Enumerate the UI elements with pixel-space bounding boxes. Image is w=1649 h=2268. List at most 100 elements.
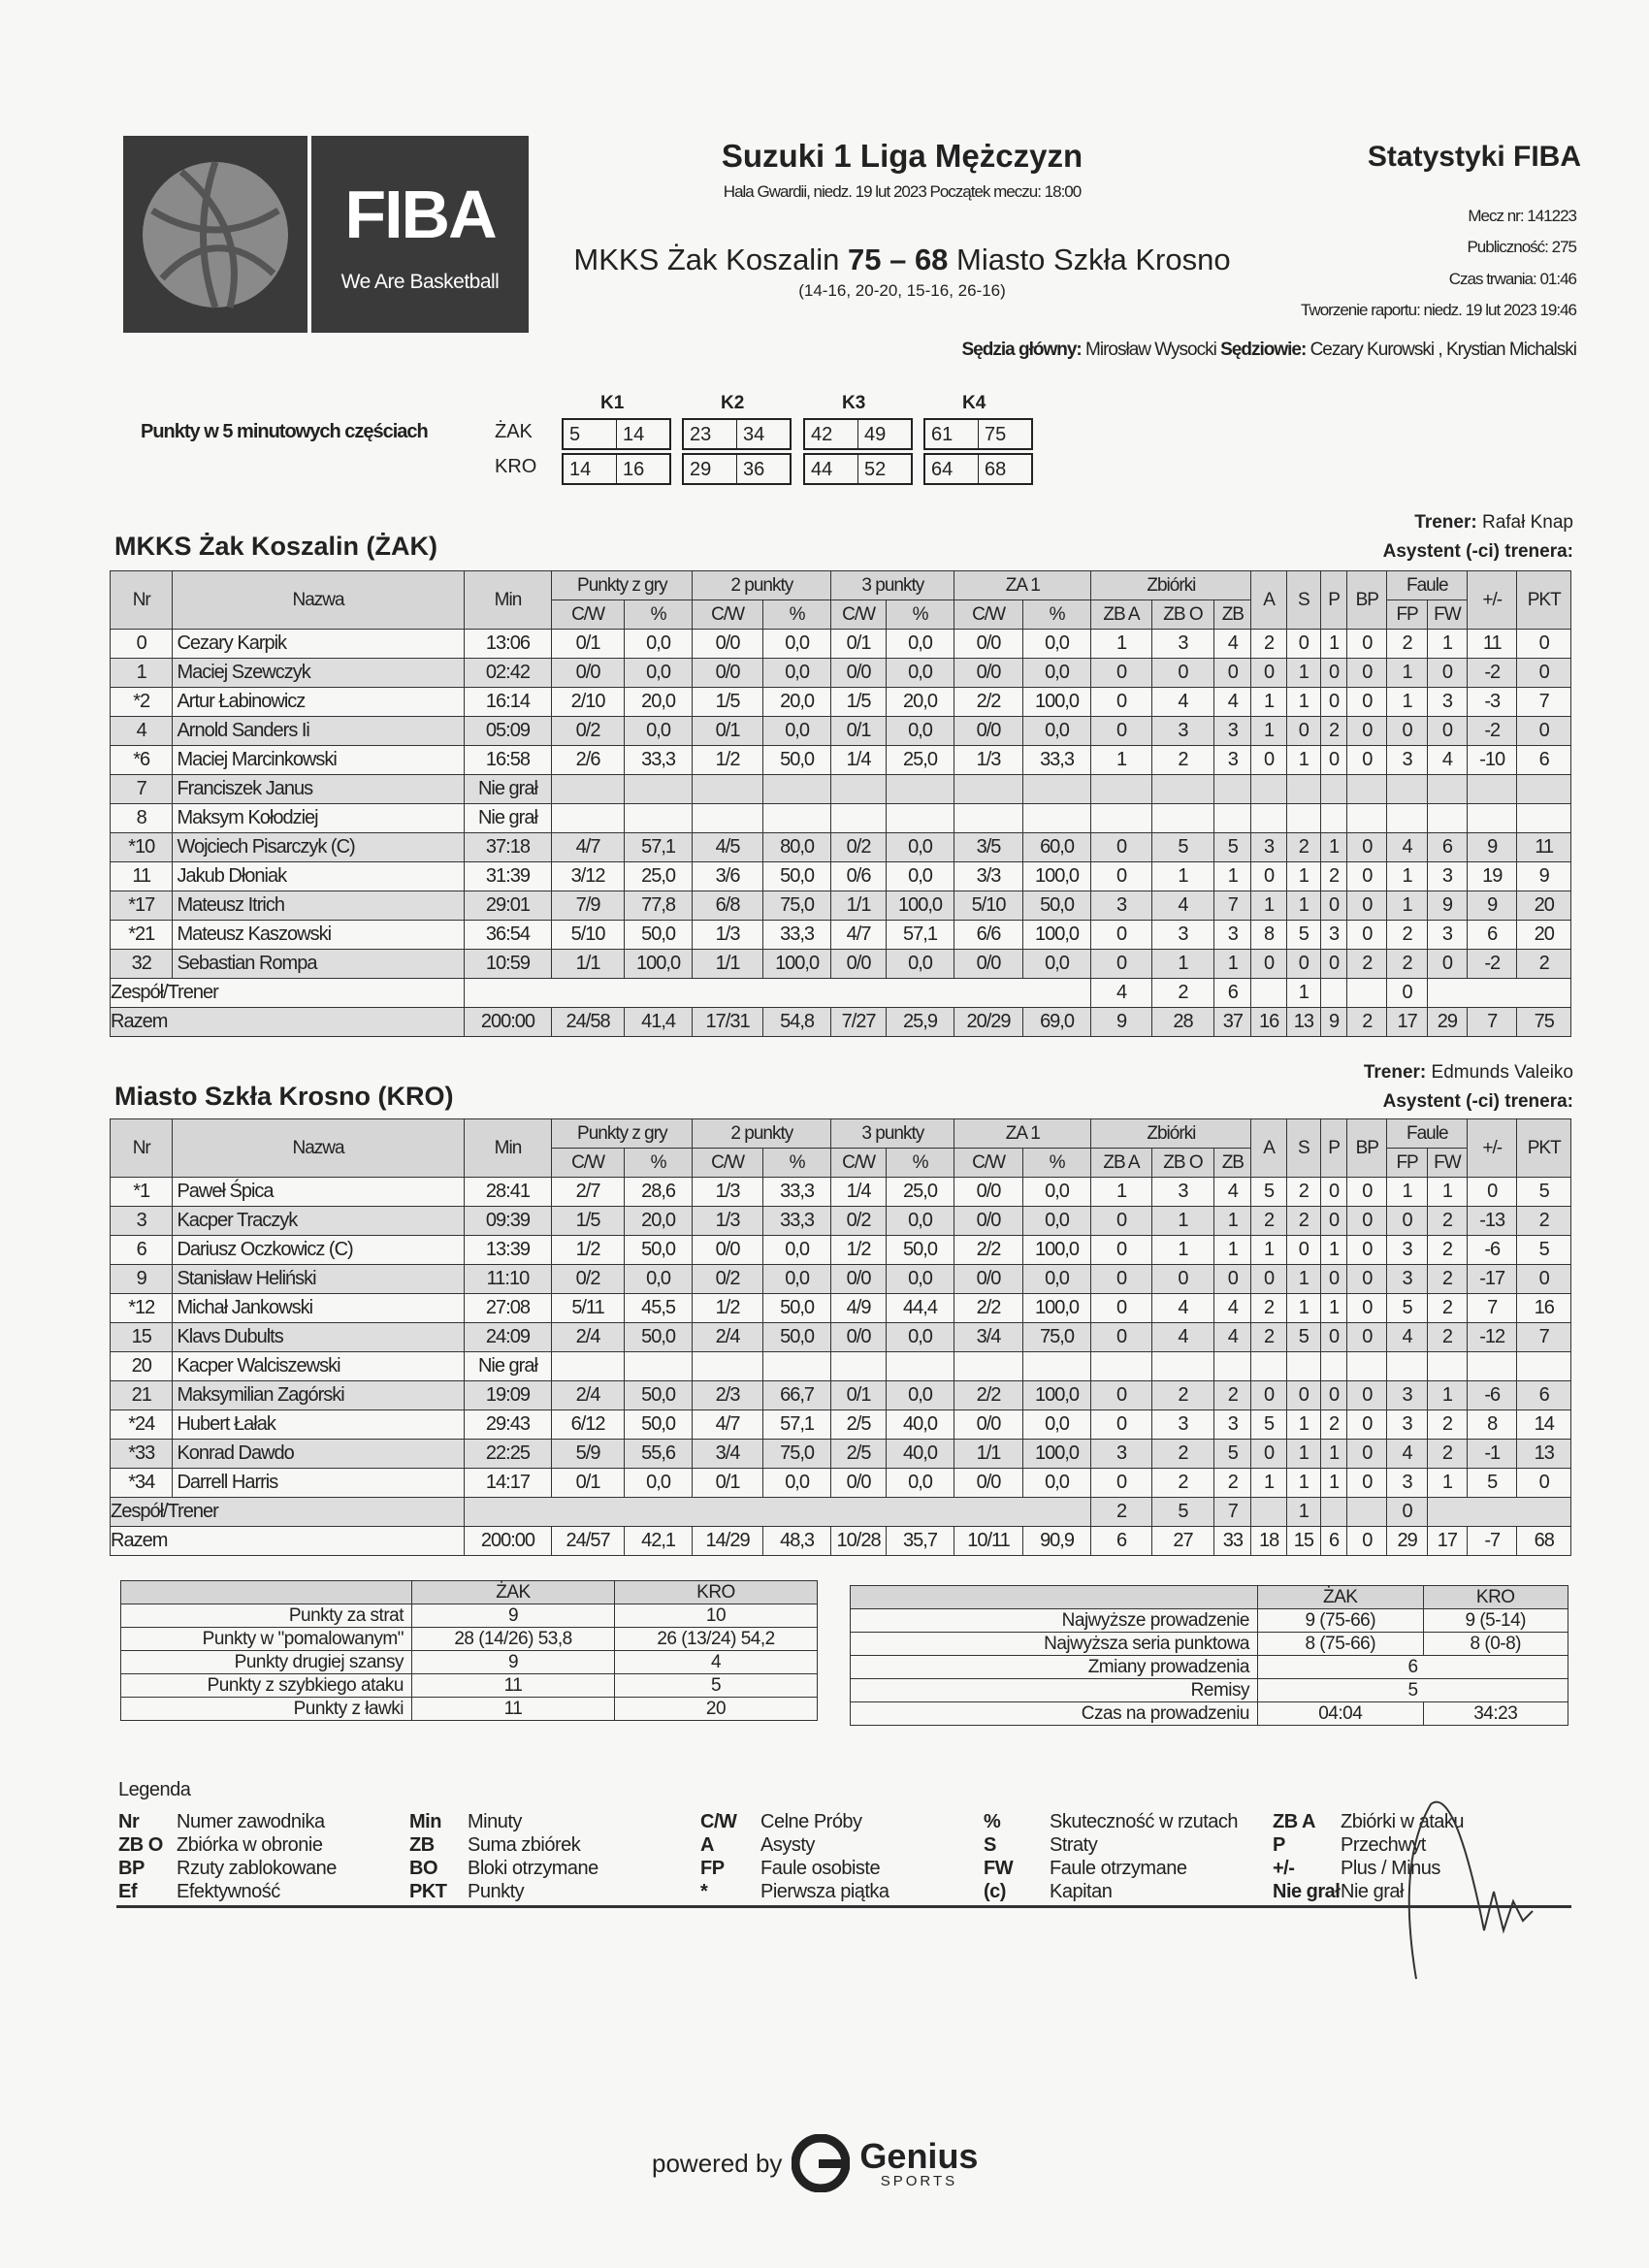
col-group: Punkty z gry [551, 1118, 694, 1149]
coach-name: Rafał Knap [1481, 512, 1573, 533]
stat-plus-minus: 19 [1467, 861, 1518, 891]
stat-value: 8 (75-66) [1257, 1632, 1424, 1656]
stat-s: 1 [1285, 1409, 1321, 1440]
col-zbo: ZB O [1150, 1148, 1215, 1178]
stat-s: 5 [1285, 920, 1321, 950]
stat-fg-pct: 20,0 [623, 687, 694, 717]
stat-fw: 0 [1426, 658, 1469, 688]
stat-zba: 0 [1090, 1468, 1152, 1498]
stat-p: 0 [1319, 1380, 1348, 1410]
total-2p-cw: 14/29 [692, 1526, 763, 1556]
player-minutes: 22:25 [463, 1439, 553, 1469]
stat-pkt: 2 [1516, 949, 1571, 979]
empty-cell [1346, 774, 1388, 804]
stat-zbo: 3 [1150, 1177, 1215, 1207]
five-min-value: 36 [743, 459, 765, 480]
empty-cell [1516, 803, 1571, 833]
empty-cell [623, 803, 694, 833]
player-minutes: 13:39 [463, 1235, 553, 1265]
stat-fg-cw: 2/6 [551, 745, 625, 775]
legend-title: Legenda [118, 1779, 191, 1800]
header-cell: KRO [614, 1580, 818, 1604]
player-name: Jakub Dłoniak [172, 861, 465, 891]
five-min-team-2: KRO [495, 456, 537, 477]
empty-cell [1285, 1351, 1321, 1381]
empty-cell [1250, 1351, 1287, 1381]
stat-fg-pct: 20,0 [623, 1206, 694, 1236]
stat-3p-pct: 100,0 [885, 891, 955, 921]
stat-2p-pct: 50,0 [761, 745, 832, 775]
player-minutes: Nie grał [463, 1351, 553, 1381]
header-cell: KRO [1422, 1585, 1569, 1609]
player-number: 8 [109, 803, 174, 833]
stat-fp: 3 [1386, 1264, 1428, 1294]
stat-3p-pct: 44,4 [885, 1293, 955, 1323]
stat-label: Punkty drugiej szansy [120, 1650, 412, 1674]
col-group: 2 punkty [692, 570, 832, 600]
five-min-team-1: ŻAK [495, 421, 533, 442]
stat-row: Zmiany prowadzenia 6 [850, 1655, 1568, 1679]
stat-2p-cw: 0/1 [692, 716, 763, 746]
stat-ft-pct: 0,0 [1021, 1264, 1092, 1294]
player-row: *24 Hubert Łałak 29:43 6/12 50,0 4/7 57,1 2/5 40… [109, 1409, 1571, 1440]
legend-abbr: C/W [700, 1811, 737, 1832]
empty-cell [1213, 803, 1252, 833]
stat-pkt: 6 [1516, 1380, 1571, 1410]
player-row: 3 Kacper Traczyk 09:39 1/5 20,0 1/3 33,3 0/2 0,0… [109, 1206, 1571, 1236]
player-row: 1 Maciej Szewczyk 02:42 0/0 0,0 0/0 0,0 0/0 0,0 0… [109, 658, 1571, 688]
stat-2p-cw: 0/1 [692, 1468, 763, 1498]
stat-plus-minus: -6 [1467, 1235, 1518, 1265]
stat-ft-cw: 2/2 [954, 1380, 1023, 1410]
stat-zb: 3 [1213, 1409, 1252, 1440]
stat-pkt: 0 [1516, 1264, 1571, 1294]
stat-zb: 1 [1213, 861, 1252, 891]
stat-bp: 0 [1346, 861, 1388, 891]
stat-3p-pct: 0,0 [885, 1206, 955, 1236]
team-row-label: Zespół/Trener [110, 1497, 465, 1527]
col-group: Zbiórki [1090, 570, 1252, 600]
empty-cell [1467, 774, 1518, 804]
stat-ft-cw: 0/0 [954, 1206, 1023, 1236]
stat-p: 0 [1319, 1264, 1348, 1294]
stat-fw: 2 [1426, 1235, 1469, 1265]
team-zb: 6 [1213, 978, 1252, 1008]
player-number: *1 [109, 1177, 174, 1207]
stat-fg-pct: 50,0 [623, 1409, 694, 1440]
stat-fw: 6 [1426, 832, 1469, 862]
stat-plus-minus: 0 [1467, 1177, 1518, 1207]
empty-cell [1426, 1497, 1572, 1527]
stat-2p-cw: 1/5 [692, 687, 763, 717]
total-s: 15 [1285, 1526, 1321, 1556]
stat-pkt: 9 [1516, 861, 1571, 891]
stat-pkt: 16 [1516, 1293, 1571, 1323]
col-bp: BP [1346, 570, 1388, 630]
stat-plus-minus: 8 [1467, 1409, 1518, 1440]
stat-plus-minus: 11 [1467, 629, 1518, 659]
empty-cell [1386, 1351, 1428, 1381]
empty-cell [761, 774, 832, 804]
legend-desc: Nie grał [1341, 1881, 1404, 1902]
stat-ft-pct: 100,0 [1021, 1235, 1092, 1265]
stat-ft-cw: 0/0 [954, 1177, 1023, 1207]
stat-value: 5 [614, 1673, 818, 1698]
empty-cell [1021, 803, 1092, 833]
legend-abbr: Nr [118, 1811, 140, 1832]
empty-cell [1319, 978, 1348, 1008]
col-name: Nazwa [172, 570, 465, 630]
legend-desc: Przechwyt [1341, 1834, 1426, 1856]
player-row: 32 Sebastian Rompa 10:59 1/1 100,0 1/1 100,0 0/… [109, 949, 1571, 979]
total-3p-cw: 10/28 [830, 1526, 887, 1556]
empty-cell [1426, 1351, 1469, 1381]
stat-ft-pct: 0,0 [1021, 658, 1092, 688]
stat-plus-minus: -13 [1467, 1206, 1518, 1236]
five-min-box: 42 49 [803, 418, 913, 450]
player-row: 0 Cezary Karpik 13:06 0/1 0,0 0/0 0,0 0/1 0,0 0/0… [109, 629, 1571, 659]
empty-cell [1250, 978, 1287, 1008]
stat-pkt: 7 [1516, 1322, 1571, 1352]
stat-fg-cw: 1/1 [551, 949, 625, 979]
legend-abbr: (c) [984, 1881, 1006, 1902]
stat-value: 4 [614, 1650, 818, 1674]
team-row: Zespół/Trener 4 2 6 1 0 [110, 978, 1572, 1008]
stat-3p-cw: 0/1 [830, 716, 887, 746]
total-zba: 6 [1090, 1526, 1152, 1556]
